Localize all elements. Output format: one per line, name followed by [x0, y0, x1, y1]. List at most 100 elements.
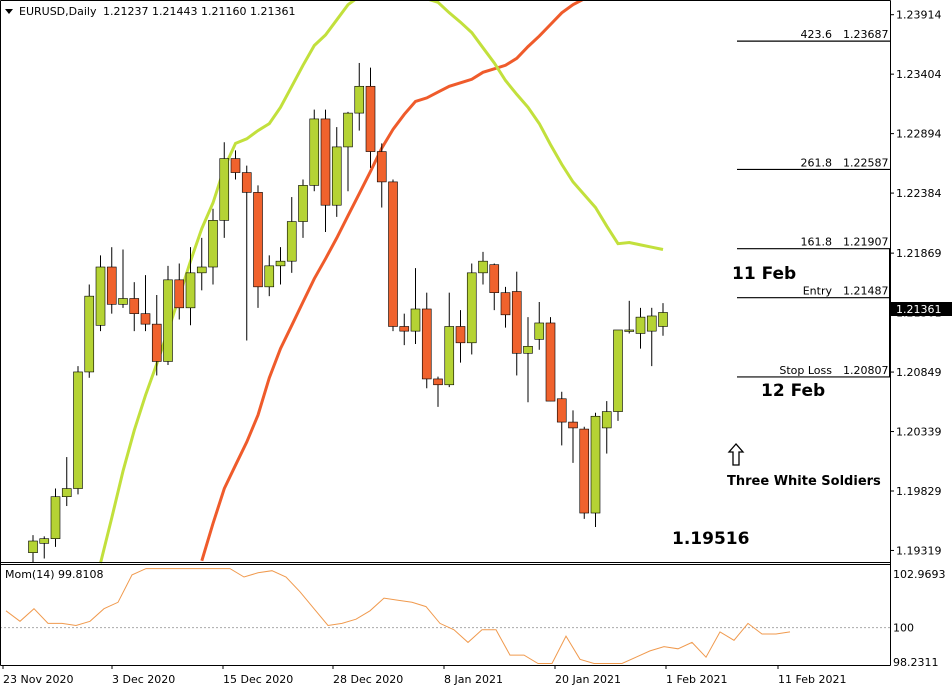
candle-body	[230, 158, 241, 173]
candle-body	[545, 322, 556, 402]
level-label: Entry	[803, 285, 833, 298]
candle-body	[658, 312, 668, 327]
candle-body	[253, 192, 263, 288]
level-value: 1.21487	[843, 285, 889, 298]
candle-body	[264, 265, 275, 288]
candle-body	[556, 398, 567, 423]
candle-body	[579, 428, 590, 514]
candle-body	[410, 308, 421, 332]
candle-body	[286, 221, 297, 262]
candle-body	[489, 264, 500, 293]
candle-body	[174, 279, 185, 309]
candle-body	[478, 260, 488, 274]
x-tick-label: 28 Dec 2020	[333, 673, 403, 686]
candle-body	[241, 172, 252, 193]
momentum-title: Mom(14) 99.8108	[5, 568, 104, 581]
candle-body	[534, 322, 545, 340]
candle-body	[399, 326, 410, 332]
candle-body	[84, 295, 95, 373]
y-tick-label: 1.22894	[896, 128, 942, 141]
candle-body	[163, 279, 173, 362]
annotation-11-feb: 11 Feb	[732, 264, 796, 284]
candle-body	[196, 266, 207, 274]
ma-slow-line	[200, 0, 586, 562]
candle-body	[523, 345, 533, 354]
x-tick-label: 8 Jan 2021	[444, 673, 503, 686]
y-tick-label: 1.19319	[896, 544, 942, 557]
level-value: 1.23687	[843, 28, 889, 41]
candle-body	[106, 266, 117, 305]
candle-body	[309, 118, 320, 186]
candle-body	[365, 85, 376, 152]
momentum-line	[5, 568, 791, 664]
candle-body	[455, 326, 466, 344]
candle-body	[568, 421, 578, 429]
level-value: 1.21907	[843, 236, 889, 249]
level-label: Stop Loss	[779, 364, 832, 377]
candle-body	[376, 151, 387, 183]
candle-body	[590, 415, 601, 514]
x-tick-label: 23 Nov 2020	[3, 673, 73, 686]
candlesticks	[28, 62, 668, 562]
momentum-tick-label: 98.2311	[893, 656, 939, 669]
level-value: 1.22587	[843, 156, 889, 169]
candle-body	[275, 260, 286, 267]
annotation-low-price: 1.19516	[672, 529, 749, 549]
candle-body	[151, 323, 162, 362]
y-tick-label: 1.22384	[896, 187, 942, 200]
annotation-three-white-soldiers: Three White Soldiers	[727, 474, 881, 489]
candle-body	[624, 329, 635, 332]
candle-body	[421, 308, 432, 380]
ma-fast-line	[99, 0, 664, 564]
candle-body	[28, 540, 38, 553]
candle-body	[601, 411, 612, 429]
level-value: 1.20807	[843, 364, 889, 377]
candle-body	[219, 158, 230, 221]
x-tick-label: 3 Dec 2020	[112, 673, 175, 686]
candle-body	[613, 329, 623, 412]
candle-body	[388, 181, 398, 327]
candle-body	[298, 185, 308, 222]
chart-frames	[0, 0, 891, 666]
annotation-12-feb: 12 Feb	[761, 381, 825, 401]
candle-body	[433, 378, 443, 386]
x-tick-label: 15 Dec 2020	[223, 673, 293, 686]
up-arrow-icon	[727, 443, 745, 466]
momentum-tick-label: 100	[893, 622, 914, 635]
header-dropdown-icon[interactable]	[5, 9, 13, 14]
candle-body	[50, 496, 61, 539]
y-tick-label: 1.19829	[896, 485, 942, 498]
candle-body	[343, 112, 353, 148]
current-price-tag	[891, 302, 952, 316]
candle-body	[466, 272, 477, 344]
candle-body	[61, 488, 72, 498]
candle-body	[73, 371, 83, 489]
y-tick-label: 1.23404	[896, 68, 942, 81]
x-tick-label: 20 Jan 2021	[555, 673, 621, 686]
momentum-tick-label: 102.9693	[893, 568, 946, 581]
candle-body	[635, 316, 646, 334]
candle-body	[511, 291, 522, 354]
x-tick-label: 11 Feb 2021	[778, 673, 846, 686]
candle-body	[444, 326, 455, 386]
momentum-series	[0, 568, 890, 664]
y-tick-label: 1.20339	[896, 426, 942, 439]
axes: 1.23914 1.23404 1.22894 1.22384 1.21869 1.213…	[2, 9, 946, 686]
candle-body	[95, 266, 106, 326]
candle-body	[129, 298, 140, 314]
candle-body	[354, 85, 365, 114]
current-price-label: 1.21361	[896, 303, 942, 316]
level-label: 261.8	[801, 156, 833, 169]
level-label: 423.6	[801, 28, 833, 41]
candle-body	[39, 538, 50, 544]
candle-body	[140, 313, 151, 325]
candle-body	[646, 315, 657, 332]
x-tick-label: 1 Feb 2021	[666, 673, 727, 686]
symbol-label: EURUSD,Daily	[19, 5, 97, 18]
level-label: 161.8	[801, 236, 833, 249]
candle-body	[331, 146, 342, 206]
candle-body	[185, 272, 196, 309]
moving-averages	[99, 0, 664, 564]
